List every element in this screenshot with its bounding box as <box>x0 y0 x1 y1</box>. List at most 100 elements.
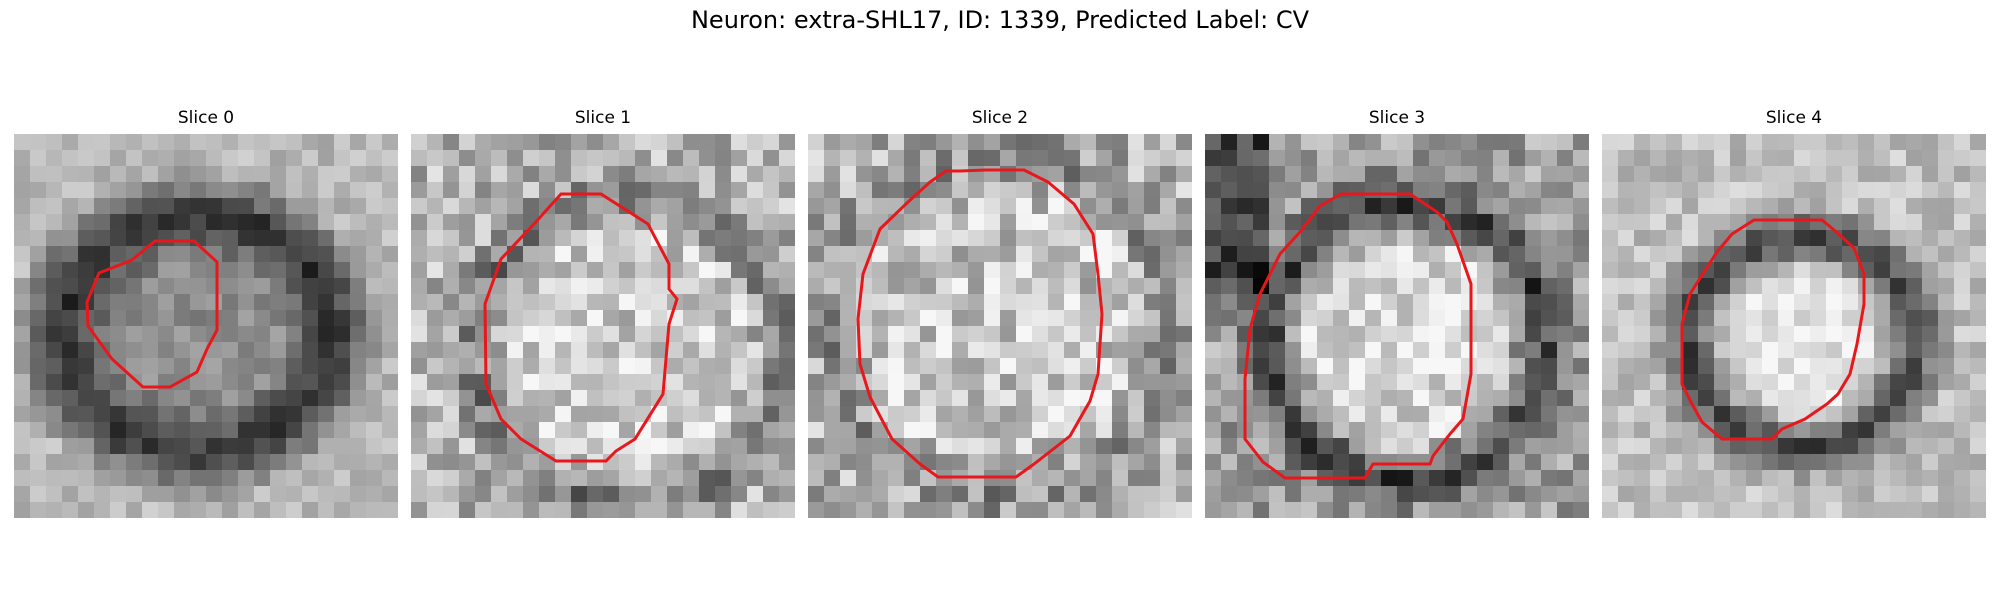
image-pixel <box>443 278 460 295</box>
image-pixel <box>1525 470 1542 487</box>
image-pixel <box>1477 230 1494 247</box>
image-pixel <box>1906 486 1923 503</box>
image-pixel <box>1397 470 1414 487</box>
image-pixel <box>856 406 873 423</box>
image-pixel <box>888 470 905 487</box>
image-pixel <box>1762 294 1779 311</box>
image-pixel <box>571 390 588 407</box>
image-pixel <box>984 182 1001 199</box>
image-pixel <box>1634 166 1651 183</box>
image-pixel <box>1016 182 1033 199</box>
image-pixel <box>459 294 476 311</box>
image-pixel <box>1477 310 1494 327</box>
image-pixel <box>1618 486 1635 503</box>
image-pixel <box>1762 262 1779 279</box>
image-pixel <box>427 454 444 471</box>
image-pixel <box>1477 358 1494 375</box>
image-pixel <box>1317 486 1334 503</box>
image-pixel <box>1557 294 1574 311</box>
image-pixel <box>1381 310 1398 327</box>
image-pixel <box>1333 150 1350 167</box>
image-pixel <box>1349 294 1366 311</box>
image-pixel <box>1349 150 1366 167</box>
image-pixel <box>1810 470 1827 487</box>
image-pixel <box>1477 246 1494 263</box>
image-pixel <box>411 374 428 391</box>
image-pixel <box>1493 262 1510 279</box>
image-pixel <box>808 502 825 518</box>
image-pixel <box>62 262 79 279</box>
image-pixel <box>1618 342 1635 359</box>
image-pixel <box>1666 182 1683 199</box>
image-pixel <box>1650 246 1667 263</box>
image-pixel <box>635 230 652 247</box>
image-pixel <box>318 486 335 503</box>
image-pixel <box>1413 326 1430 343</box>
image-pixel <box>1557 310 1574 327</box>
image-pixel <box>1128 310 1145 327</box>
image-pixel <box>1954 374 1971 391</box>
image-pixel <box>904 358 921 375</box>
image-pixel <box>382 294 398 311</box>
image-pixel <box>350 150 367 167</box>
image-pixel <box>1429 406 1446 423</box>
image-pixel <box>14 326 31 343</box>
image-pixel <box>1618 150 1635 167</box>
image-pixel <box>1525 358 1542 375</box>
image-pixel <box>1954 166 1971 183</box>
image-pixel <box>30 342 47 359</box>
image-pixel <box>1509 438 1526 455</box>
image-pixel <box>1269 294 1286 311</box>
image-pixel <box>952 294 969 311</box>
image-pixel <box>475 406 492 423</box>
image-pixel <box>1666 406 1683 423</box>
image-pixel <box>523 358 540 375</box>
image-pixel <box>190 438 207 455</box>
image-pixel <box>30 278 47 295</box>
image-pixel <box>1874 262 1891 279</box>
image-pixel <box>491 342 508 359</box>
image-pixel <box>174 438 191 455</box>
image-pixel <box>1413 374 1430 391</box>
image-pixel <box>459 374 476 391</box>
image-pixel <box>30 294 47 311</box>
image-pixel <box>1160 454 1177 471</box>
image-pixel <box>1810 182 1827 199</box>
image-pixel <box>1112 422 1129 439</box>
image-pixel <box>1064 374 1081 391</box>
image-pixel <box>1810 246 1827 263</box>
image-pixel <box>1365 182 1382 199</box>
image-pixel <box>984 150 1001 167</box>
image-pixel <box>936 198 953 215</box>
image-pixel <box>1333 342 1350 359</box>
image-pixel <box>1285 502 1302 518</box>
image-pixel <box>190 422 207 439</box>
image-pixel <box>603 374 620 391</box>
image-pixel <box>174 150 191 167</box>
image-pixel <box>46 358 63 375</box>
image-pixel <box>366 358 383 375</box>
image-pixel <box>1493 438 1510 455</box>
image-pixel <box>808 486 825 503</box>
image-pixel <box>142 278 159 295</box>
image-pixel <box>1144 422 1161 439</box>
image-pixel <box>142 390 159 407</box>
image-pixel <box>1493 454 1510 471</box>
image-pixel <box>1112 374 1129 391</box>
image-pixel <box>1237 454 1254 471</box>
image-pixel <box>62 326 79 343</box>
image-pixel <box>302 502 319 518</box>
image-pixel <box>350 214 367 231</box>
image-pixel <box>1221 342 1238 359</box>
image-pixel <box>94 214 111 231</box>
image-pixel <box>238 134 255 151</box>
image-pixel <box>126 486 143 503</box>
image-pixel <box>747 358 764 375</box>
image-pixel <box>936 166 953 183</box>
image-pixel <box>1954 310 1971 327</box>
image-pixel <box>1205 502 1222 518</box>
image-pixel <box>459 502 476 518</box>
image-pixel <box>46 310 63 327</box>
image-pixel <box>856 454 873 471</box>
image-pixel <box>1842 454 1859 471</box>
